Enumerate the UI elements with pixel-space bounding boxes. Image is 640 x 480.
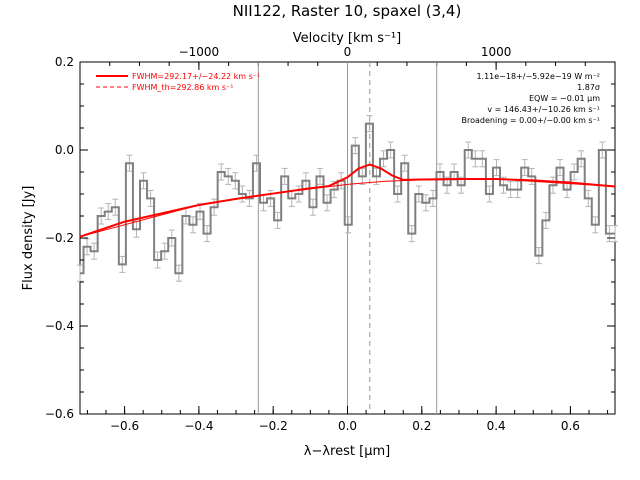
annotation-sigma: 1.87σ: [577, 83, 600, 92]
x-tick-label: −0.6: [110, 419, 139, 433]
top-axis-label: Velocity [km s⁻¹]: [293, 31, 401, 46]
x-tick-label: 0.4: [487, 419, 506, 433]
x-axis-label: λ−λrest [μm]: [304, 444, 390, 459]
top-tick-label: 0: [344, 45, 352, 59]
top-axis: −1000 0 1000: [79, 45, 616, 70]
x-tick-label: 0.6: [561, 419, 580, 433]
y-tick-label: −0.4: [45, 319, 74, 333]
series-layer: [77, 115, 618, 282]
x-tick-label: −0.4: [184, 419, 213, 433]
x-tick-label: 0.2: [412, 419, 431, 433]
y-tick-label: 0.2: [55, 55, 74, 69]
x-tick-label: −0.2: [259, 419, 288, 433]
top-tick-label: 1000: [481, 45, 512, 59]
chart-title: NII122, Raster 10, spaxel (3,4): [233, 2, 462, 20]
x-axis: −0.6 −0.4 −0.2 0.0 0.2 0.4 0.6: [86, 406, 609, 433]
y-axis: −0.6 −0.4 −0.2 0.0 0.2: [45, 55, 615, 421]
spectrum-step-line: [80, 122, 615, 275]
legend: FWHM=292.17+/−24.22 km s⁻¹ FWHM_th=292.8…: [96, 72, 260, 92]
legend-label-fit: FWHM=292.17+/−24.22 km s⁻¹: [132, 72, 260, 81]
annotation-velocity: v = 146.43+/−10.26 km s⁻¹: [487, 105, 600, 114]
y-tick-label: −0.2: [45, 231, 74, 245]
y-tick-label: −0.6: [45, 407, 74, 421]
annotation-flux: 1.11e−18+/−5.92e−19 W m⁻²: [476, 72, 600, 81]
reference-lines: [257, 62, 438, 414]
y-tick-label: 0.0: [55, 143, 74, 157]
x-tick-label: 0.0: [338, 419, 357, 433]
gaussian-fit-line: [79, 163, 616, 238]
annotation-broadening: Broadening = 0.00+/−0.00 km s⁻¹: [462, 116, 600, 125]
top-tick-label: −1000: [179, 45, 220, 59]
legend-label-theoretical: FWHM_th=292.86 km s⁻¹: [132, 83, 233, 92]
y-axis-label: Flux density [Jy]: [21, 186, 36, 291]
annotation-eqw: EQW = −0.01 μm: [529, 94, 600, 103]
fit-annotations: 1.11e−18+/−5.92e−19 W m⁻² 1.87σ EQW = −0…: [462, 72, 601, 125]
